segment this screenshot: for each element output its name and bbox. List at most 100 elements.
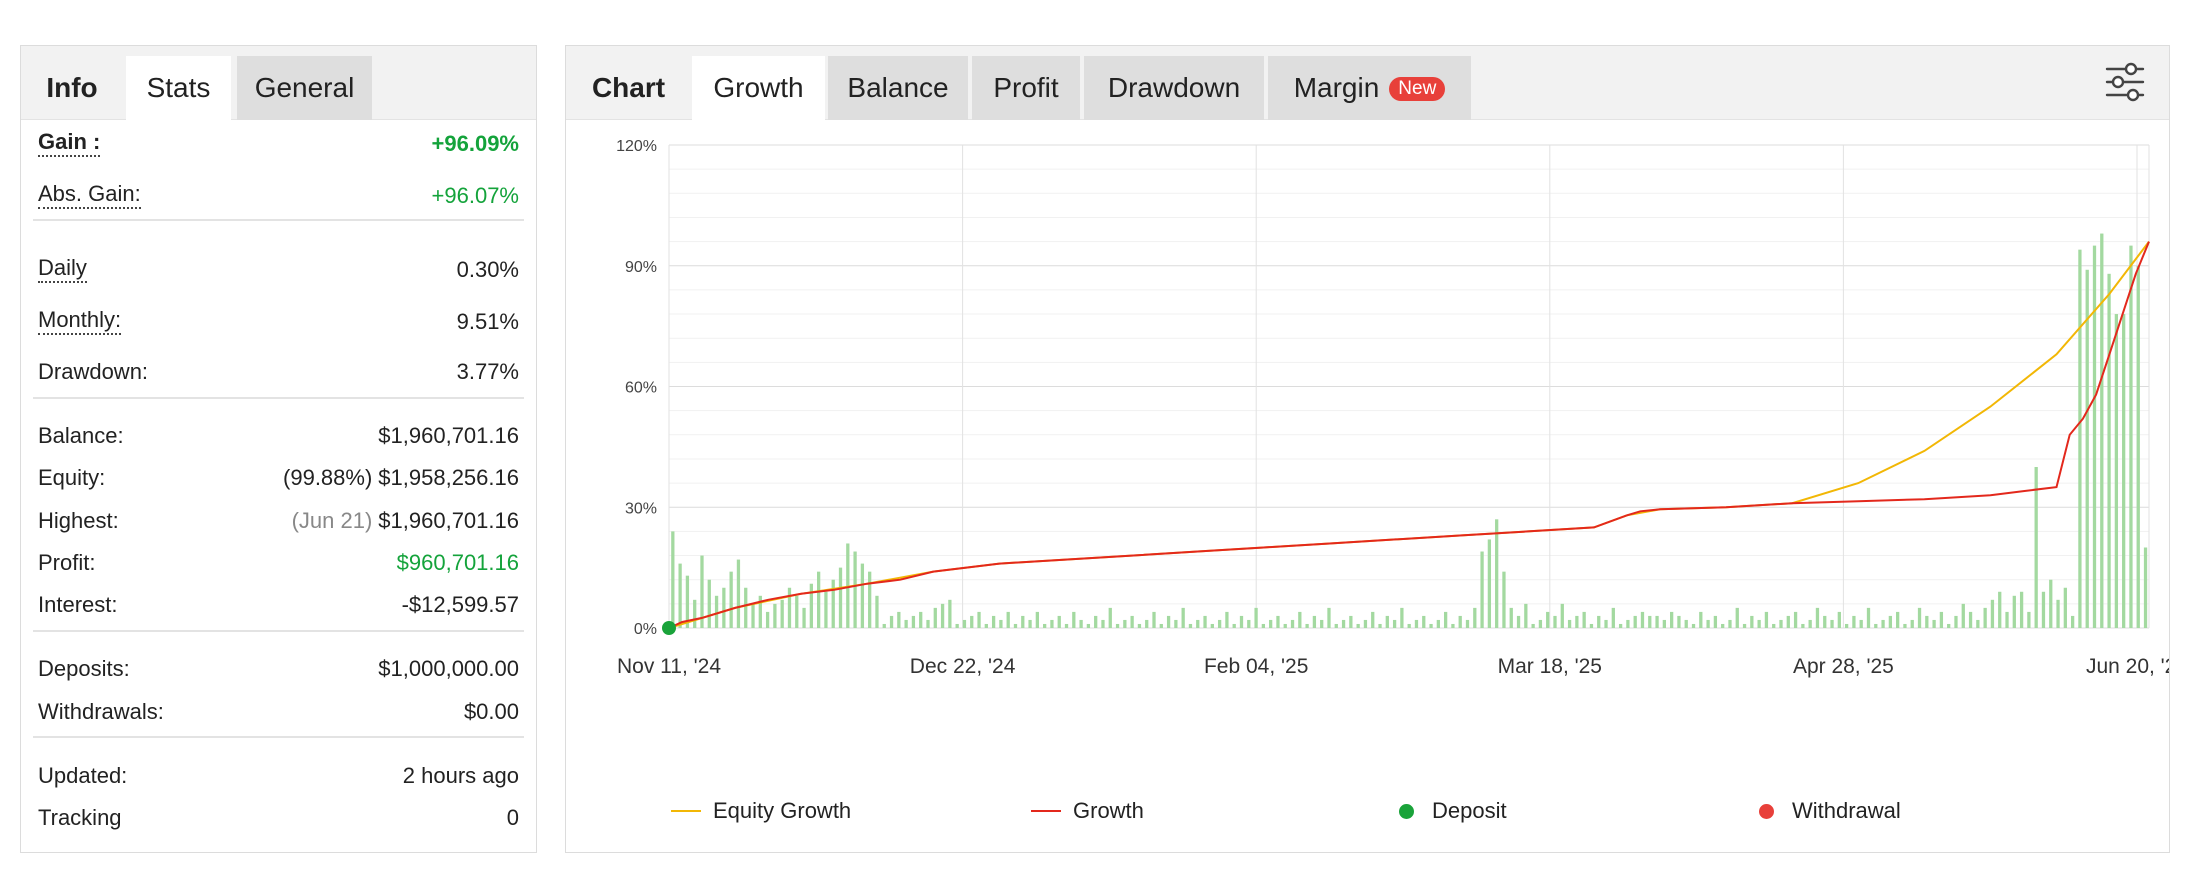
stat-label: Deposits: [38,656,130,681]
stat-value: $1,958,256.16 [378,465,519,490]
daily-bar [1815,607,1820,628]
stat-value: -$12,599.57 [401,592,519,617]
daily-bar [1254,607,1258,628]
daily-bar [809,583,813,628]
daily-bar [1166,615,1171,628]
daily-bar [962,619,967,628]
daily-bar [1057,615,1061,628]
daily-bar [1487,539,1492,628]
daily-bar [1932,619,1936,628]
daily-bar [1626,619,1630,628]
stat-label[interactable]: Monthly: [38,307,122,335]
stat-label: Updated: [38,763,128,788]
daily-bar [831,579,835,628]
daily-bar [2056,599,2060,628]
stat-prefix: (99.88%) [283,465,373,490]
daily-bar [1451,623,1455,628]
daily-bar [882,623,886,628]
chart-tabbar: Chart Growth Balance Profit Drawdown Mar… [566,46,2169,120]
daily-bar [1232,623,1236,628]
daily-bar [2122,314,2126,628]
daily-bar [1269,619,1273,628]
legend-dot-icon [1759,804,1774,819]
stat-label[interactable]: Abs. Gain: [38,181,141,209]
stat-label[interactable]: Daily [38,255,87,283]
daily-bar [1137,623,1142,628]
legend-label: Deposit [1432,798,1507,823]
tab-chart[interactable]: Chart [591,72,666,103]
daily-bar [1553,615,1557,628]
daily-bar [853,551,857,628]
daily-bar [1123,619,1127,628]
daily-bar [897,611,901,628]
legend-equity-growth[interactable]: Equity Growth [671,796,851,826]
y-tick-label: 60% [625,380,657,397]
daily-bar [1334,623,1338,628]
daily-bar [1174,619,1178,628]
daily-bar [1560,603,1564,628]
tab-growth[interactable]: Growth [692,56,825,120]
daily-bar [1312,615,1317,628]
daily-bar [1779,619,1783,628]
sliders-settings-icon[interactable] [2103,60,2147,104]
stat-label[interactable]: Gain : [38,129,101,157]
stat-withdrawals: Withdrawals: $0.00 [38,693,519,729]
daily-bar [2005,611,2009,628]
daily-bar [1874,623,1878,628]
daily-bar [1793,611,1798,628]
daily-bar [1604,619,1608,628]
legend-growth[interactable]: Growth [1031,796,1144,826]
daily-bar [1480,551,1484,628]
stat-label: Balance: [38,423,124,448]
tab-margin[interactable]: Margin New [1268,56,1471,120]
daily-bar [1072,611,1076,628]
daily-bar [1531,623,1535,628]
daily-bar [1378,623,1382,628]
tab-balance[interactable]: Balance [828,56,968,120]
daily-bar [948,599,952,628]
daily-bar [1400,607,1404,628]
daily-bar [1954,615,1958,628]
daily-bar [1181,607,1185,628]
stat-value-group: (99.88%) $1,958,256.16 [283,465,519,491]
daily-bar [1713,615,1718,628]
daily-bar [765,611,770,628]
tab-drawdown[interactable]: Drawdown [1084,56,1264,120]
daily-bar [1473,607,1477,628]
stat-value: 0 [506,805,519,830]
legend-label: Withdrawal [1792,798,1901,823]
daily-bar [1152,611,1156,628]
daily-bar [999,619,1003,628]
daily-bar [787,587,792,628]
stat-tracking: Tracking 0 [38,799,519,835]
tab-stats[interactable]: Stats [126,56,231,120]
daily-bar [1742,623,1747,628]
tab-profit[interactable]: Profit [972,56,1080,120]
legend-deposit[interactable]: Deposit [1399,796,1507,826]
daily-bar [1130,615,1134,628]
daily-bar [685,575,690,628]
daily-bar [722,587,726,628]
stat-updated: Updated: 2 hours ago [38,757,519,793]
daily-bar [1392,619,1397,628]
daily-bar [1509,607,1513,628]
legend-withdrawal[interactable]: Withdrawal [1759,796,1901,826]
tab-general[interactable]: General [237,56,372,120]
daily-bar [802,607,806,628]
daily-bar [2136,265,2140,628]
x-tick-label: Feb 04, '25 [1204,655,1308,678]
stat-value: $1,960,701.16 [378,508,519,533]
daily-bar [1422,615,1426,628]
daily-bar [2129,245,2133,628]
tab-info[interactable]: Info [46,72,98,103]
stat-profit: Profit: $960,701.16 [38,544,519,580]
stats-panel: Info Stats General Gain : +96.09% Abs. G… [20,45,537,853]
daily-bar [1006,611,1010,628]
daily-bar [1699,611,1703,628]
stat-abs-gain: Abs. Gain: +96.07% [38,177,519,213]
legend-line-icon [671,810,701,812]
legend-label: Growth [1073,798,1144,823]
daily-bar [780,599,784,628]
daily-bar [1859,619,1863,628]
daily-bar [671,531,675,628]
